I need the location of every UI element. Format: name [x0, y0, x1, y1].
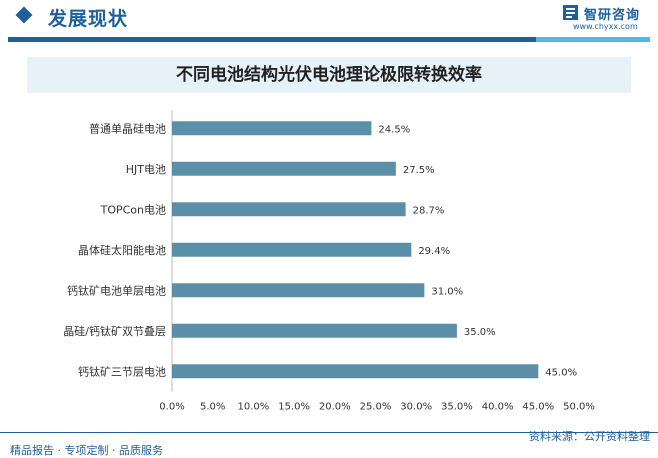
x-tick-label: 0.0%	[159, 402, 184, 413]
value-label: 31.0%	[431, 286, 463, 297]
footer-rule	[0, 432, 658, 433]
value-label: 29.4%	[418, 246, 450, 257]
chart-title: 不同电池结构光伏电池理论极限转换效率	[176, 65, 482, 85]
category-label: 普通单晶硅电池	[89, 121, 166, 135]
x-tick-label: 20.0%	[319, 402, 351, 413]
x-tick-label: 15.0%	[278, 402, 310, 413]
x-tick-label: 30.0%	[400, 402, 432, 413]
category-label: 晶硅/钙钛矿双节叠层	[63, 324, 166, 338]
x-tick-label: 10.0%	[238, 402, 270, 413]
x-tick-label: 40.0%	[482, 402, 514, 413]
footer-slogan: 精品报告 · 专项定制 · 品质服务	[10, 444, 163, 457]
category-label: 钙钛矿三节层电池	[78, 364, 166, 378]
bar	[172, 364, 539, 379]
category-label: HJT电池	[126, 163, 166, 176]
bar	[172, 161, 396, 176]
x-tick-label: 35.0%	[441, 402, 473, 413]
x-tick-label: 50.0%	[563, 402, 595, 413]
chyxx-logo-icon	[563, 5, 578, 20]
x-tick-label: 45.0%	[522, 402, 554, 413]
category-label: 钙钛矿电池单层电池	[67, 283, 166, 297]
header-rule-accent	[536, 37, 650, 42]
source-note: 资料来源：公开资料整理	[529, 430, 650, 443]
value-label: 27.5%	[403, 165, 435, 176]
bar-chart: 普通单晶硅电池 24.5% HJT电池 27.5% TOPCon电池 28.7% 晶体硅太阳…	[63, 110, 595, 413]
page-header: 发展现状 智研咨询 www.chyxx.com	[0, 0, 658, 34]
bar	[172, 323, 457, 338]
logo-text: 智研咨询	[584, 8, 641, 23]
category-label: TOPCon电池	[100, 203, 166, 216]
value-label: 28.7%	[413, 205, 445, 216]
value-label: 24.5%	[378, 124, 410, 135]
x-tick-label: 25.0%	[360, 402, 392, 413]
value-label: 45.0%	[545, 367, 577, 378]
bar	[172, 202, 406, 217]
logo-url: www.chyxx.com	[573, 22, 638, 31]
bar	[172, 283, 425, 298]
value-label: 35.0%	[464, 327, 496, 338]
bar	[172, 121, 372, 136]
section-title: 发展现状	[48, 8, 129, 30]
chart-title-band	[27, 57, 631, 93]
x-tick-label: 5.0%	[200, 402, 225, 413]
header-rule	[8, 37, 536, 42]
category-label: 晶体硅太阳能电池	[78, 243, 166, 257]
bar	[172, 242, 412, 257]
